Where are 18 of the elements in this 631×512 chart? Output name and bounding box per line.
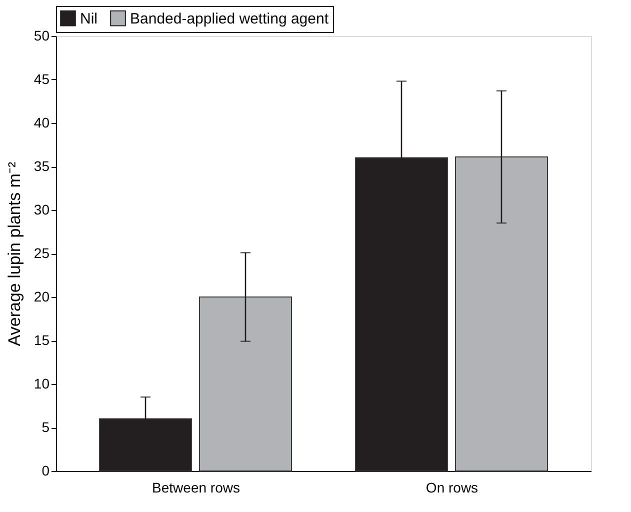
y-tick-label: 45	[34, 71, 50, 87]
y-tick-label: 20	[34, 288, 50, 304]
bar	[199, 296, 292, 472]
x-tick-label: On rows	[426, 480, 478, 496]
bar	[454, 156, 548, 472]
y-axis-title: Average lupin plants m⁻²	[4, 162, 24, 346]
legend-label: Nil	[80, 10, 98, 28]
y-tick-label: 15	[34, 332, 50, 348]
y-tick-label: 5	[42, 419, 50, 435]
y-tick-label: 0	[42, 462, 50, 478]
y-tick-label: 30	[34, 202, 50, 218]
legend-label: Banded-applied wetting agent	[130, 10, 330, 28]
y-tick-label: 40	[34, 114, 50, 130]
x-tick-label: Between rows	[152, 480, 240, 496]
y-tick-label: 25	[34, 245, 50, 261]
y-tick-label: 35	[34, 158, 50, 174]
y-tick-label: 10	[34, 376, 50, 392]
y-tick-label: 50	[34, 28, 50, 44]
